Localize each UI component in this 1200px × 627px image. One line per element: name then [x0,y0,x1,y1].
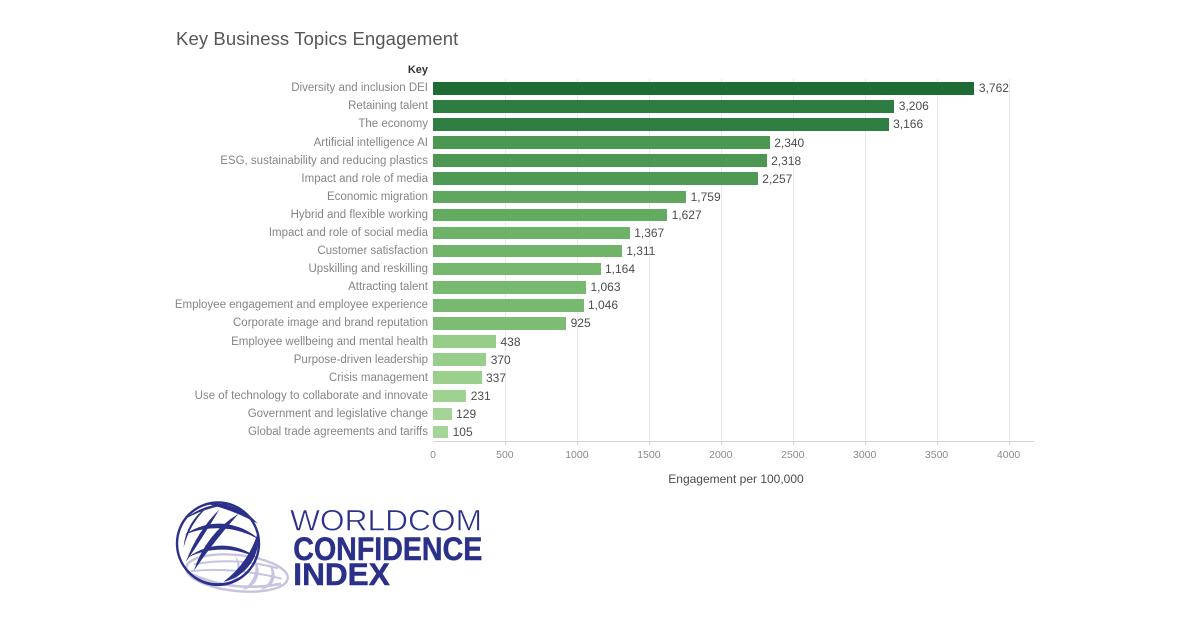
svg-text:INDEX: INDEX [293,557,390,592]
svg-text:CONFIDENCE: CONFIDENCE [293,531,482,567]
svg-text:WORLDCOM: WORLDCOM [290,506,482,538]
